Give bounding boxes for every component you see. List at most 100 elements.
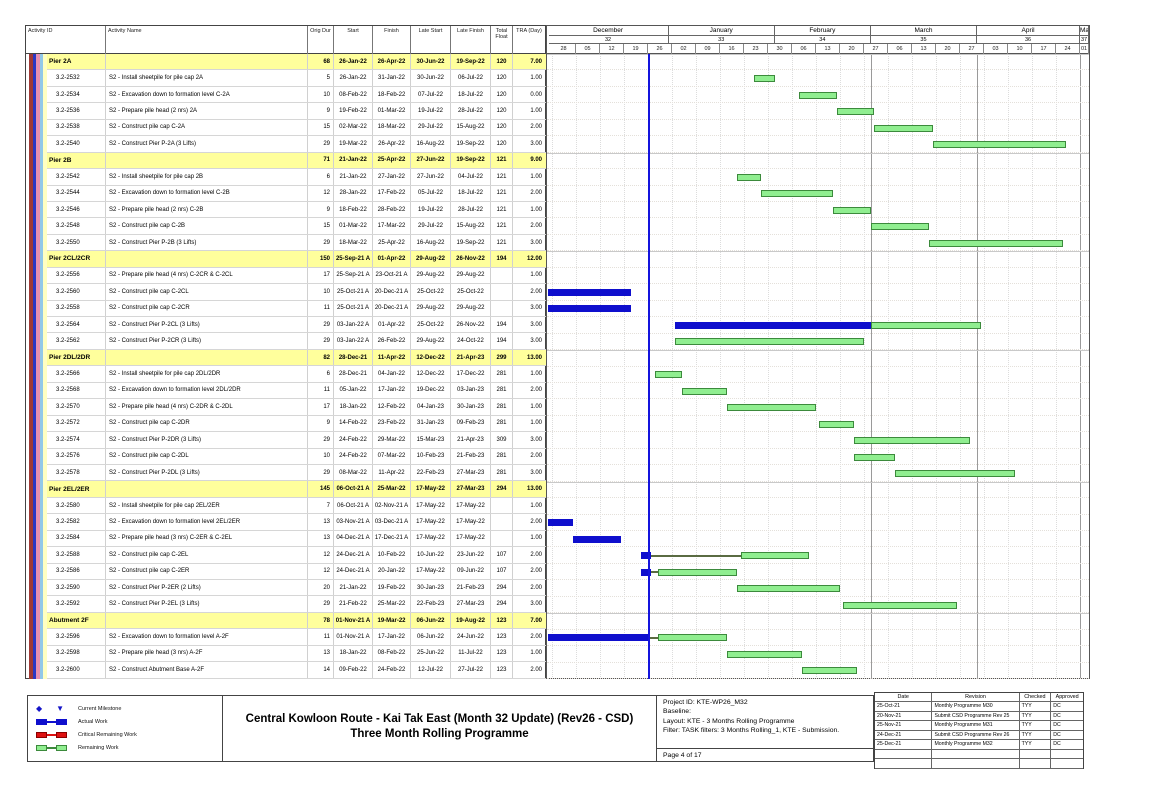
tra-cell: 3.00 bbox=[530, 140, 542, 147]
orig-dur-cell: 11 bbox=[308, 629, 334, 645]
gantt-bar-remaining bbox=[853, 437, 971, 445]
total-float-cell: 120 bbox=[491, 86, 513, 103]
late-finish-cell: 15-Aug-22 bbox=[451, 218, 491, 234]
start-cell: 08-Mar-22 bbox=[334, 464, 373, 481]
late-start-cell: 17-May-22 bbox=[411, 514, 451, 530]
gantt-row bbox=[547, 399, 1089, 416]
activity-name-cell bbox=[106, 612, 308, 629]
orig-dur-cell: 82 bbox=[308, 349, 334, 366]
orig-dur-cell: 10 bbox=[308, 284, 334, 300]
week-tick: 06 bbox=[888, 44, 912, 54]
finish-cell: 20-Dec-21 A bbox=[373, 300, 411, 316]
gantt-bar-remaining bbox=[853, 453, 895, 461]
activity-table-header: Activity ID Activity Name Orig Dur Start… bbox=[26, 26, 545, 54]
month-band: December bbox=[548, 26, 669, 36]
gantt-bar-remaining bbox=[682, 387, 727, 395]
revision-cell: TYY bbox=[1020, 730, 1052, 739]
gantt-row bbox=[547, 432, 1089, 449]
tra-cell: 2.00 bbox=[530, 190, 542, 197]
start-cell: 18-Feb-22 bbox=[334, 201, 373, 218]
filter-text: Filter: TASK filters: 3 Months Rolling_1… bbox=[663, 727, 840, 734]
total-float-cell: 123 bbox=[491, 629, 513, 645]
layout-text: Layout: KTE - 3 Months Rolling Programme bbox=[663, 717, 795, 725]
gantt-bar-remaining bbox=[894, 469, 1015, 477]
late-start-cell: 10-Feb-23 bbox=[411, 448, 451, 464]
gantt-bar-connector bbox=[651, 571, 659, 574]
activity-id-cell: 3.2-2580 bbox=[47, 497, 106, 514]
month-band: May bbox=[1080, 26, 1089, 36]
start-cell: 18-Mar-22 bbox=[334, 234, 373, 251]
activity-id-cell: 3.2-2578 bbox=[47, 464, 106, 481]
tra-cell: 9.00 bbox=[530, 157, 542, 164]
gantt-row bbox=[547, 251, 1089, 268]
week-tick: 01 bbox=[1080, 44, 1089, 54]
late-finish-cell: 09-Jun-22 bbox=[451, 563, 491, 579]
table-row: 3.2-2588 S2 - Construct pile cap C-2EL 12 2… bbox=[47, 547, 546, 564]
activity-name-cell: S2 - Construct Pier P-2DR (3 Lifts) bbox=[106, 432, 308, 448]
gantt-row bbox=[547, 169, 1089, 186]
table-row: 3.2-2532 S2 - Install sheetpile for pile … bbox=[47, 70, 546, 87]
orig-dur-cell: 14 bbox=[308, 662, 334, 678]
gantt-row bbox=[547, 548, 1089, 564]
gantt-bar-actual bbox=[641, 552, 652, 560]
late-finish-cell: 06-Jul-22 bbox=[451, 70, 491, 86]
start-cell: 18-Jan-22 bbox=[334, 399, 373, 415]
total-float-cell bbox=[491, 514, 513, 530]
month-number: 32 bbox=[548, 36, 669, 44]
orig-dur-cell: 17 bbox=[308, 267, 334, 284]
finish-cell: 17-Jan-22 bbox=[373, 382, 411, 399]
gantt-row bbox=[547, 235, 1089, 252]
late-finish-cell: 30-Jan-23 bbox=[451, 399, 491, 415]
late-start-cell: 29-Aug-22 bbox=[411, 251, 451, 267]
gantt-row bbox=[547, 465, 1089, 482]
gantt-body bbox=[547, 54, 1089, 679]
week-tick: 27 bbox=[864, 44, 888, 54]
activity-id-cell: Pier 2A bbox=[47, 54, 106, 70]
late-start-cell: 30-Jun-22 bbox=[411, 70, 451, 86]
tra-cell: 1.00 bbox=[530, 371, 542, 378]
activity-id-cell: 3.2-2576 bbox=[47, 448, 106, 464]
revision-cell: TYY bbox=[1020, 702, 1052, 711]
gantt-bar-remaining bbox=[726, 650, 803, 658]
start-cell: 01-Mar-22 bbox=[334, 218, 373, 234]
orig-dur-cell: 11 bbox=[308, 300, 334, 316]
late-finish-cell: 27-Jul-22 bbox=[451, 662, 491, 678]
orig-dur-cell: 29 bbox=[308, 596, 334, 612]
col-header-total-float: Total Float bbox=[491, 26, 513, 54]
finish-cell: 31-Jan-22 bbox=[373, 70, 411, 86]
start-cell: 03-Jan-22 A bbox=[334, 333, 373, 349]
finish-cell: 29-Mar-22 bbox=[373, 432, 411, 448]
orig-dur-cell: 20 bbox=[308, 580, 334, 596]
revision-cell: 24-Dec-21 bbox=[875, 730, 933, 739]
gantt-row bbox=[547, 416, 1089, 433]
orig-dur-cell: 29 bbox=[308, 333, 334, 349]
activity-id-cell: 3.2-2588 bbox=[47, 547, 106, 563]
late-start-cell: 12-Dec-22 bbox=[411, 366, 451, 382]
total-float-cell: 120 bbox=[491, 103, 513, 119]
legend-bar-line bbox=[47, 734, 56, 736]
total-float-cell: 281 bbox=[491, 399, 513, 415]
week-tick: 20 bbox=[936, 44, 960, 54]
table-row: 3.2-2546 S2 - Prepare pile head (2 nrs) C… bbox=[47, 201, 546, 219]
orig-dur-cell: 150 bbox=[308, 251, 334, 267]
month-number: 37 bbox=[1080, 36, 1089, 44]
tra-cell: 2.00 bbox=[530, 551, 542, 558]
week-tick: 28 bbox=[552, 44, 576, 54]
late-start-cell: 19-Dec-22 bbox=[411, 382, 451, 399]
gantt-bar-actual bbox=[547, 634, 648, 642]
orig-dur-cell: 68 bbox=[308, 54, 334, 70]
table-row: 3.2-2596 S2 - Excavation down to formatio… bbox=[47, 629, 546, 646]
gantt-row bbox=[547, 449, 1089, 466]
late-start-cell: 29-Jul-22 bbox=[411, 119, 451, 136]
late-finish-cell: 19-Aug-22 bbox=[451, 612, 491, 629]
revision-row: 24-Dec-21 Submit CSD Programme Rev 26 TYY D… bbox=[875, 730, 1083, 740]
gantt-row bbox=[547, 383, 1089, 400]
late-start-cell: 22-Feb-23 bbox=[411, 596, 451, 612]
late-finish-cell: 18-Jul-22 bbox=[451, 185, 491, 201]
orig-dur-cell: 15 bbox=[308, 218, 334, 234]
revision-cell: DC bbox=[1053, 712, 1061, 719]
revision-cell: 25-Nov-21 bbox=[875, 721, 933, 730]
week-tick: 09 bbox=[696, 44, 720, 54]
legend-bar-rect bbox=[56, 719, 67, 725]
activity-name-cell: S2 - Construct Pier P-2CR (3 Lifts) bbox=[106, 333, 308, 349]
